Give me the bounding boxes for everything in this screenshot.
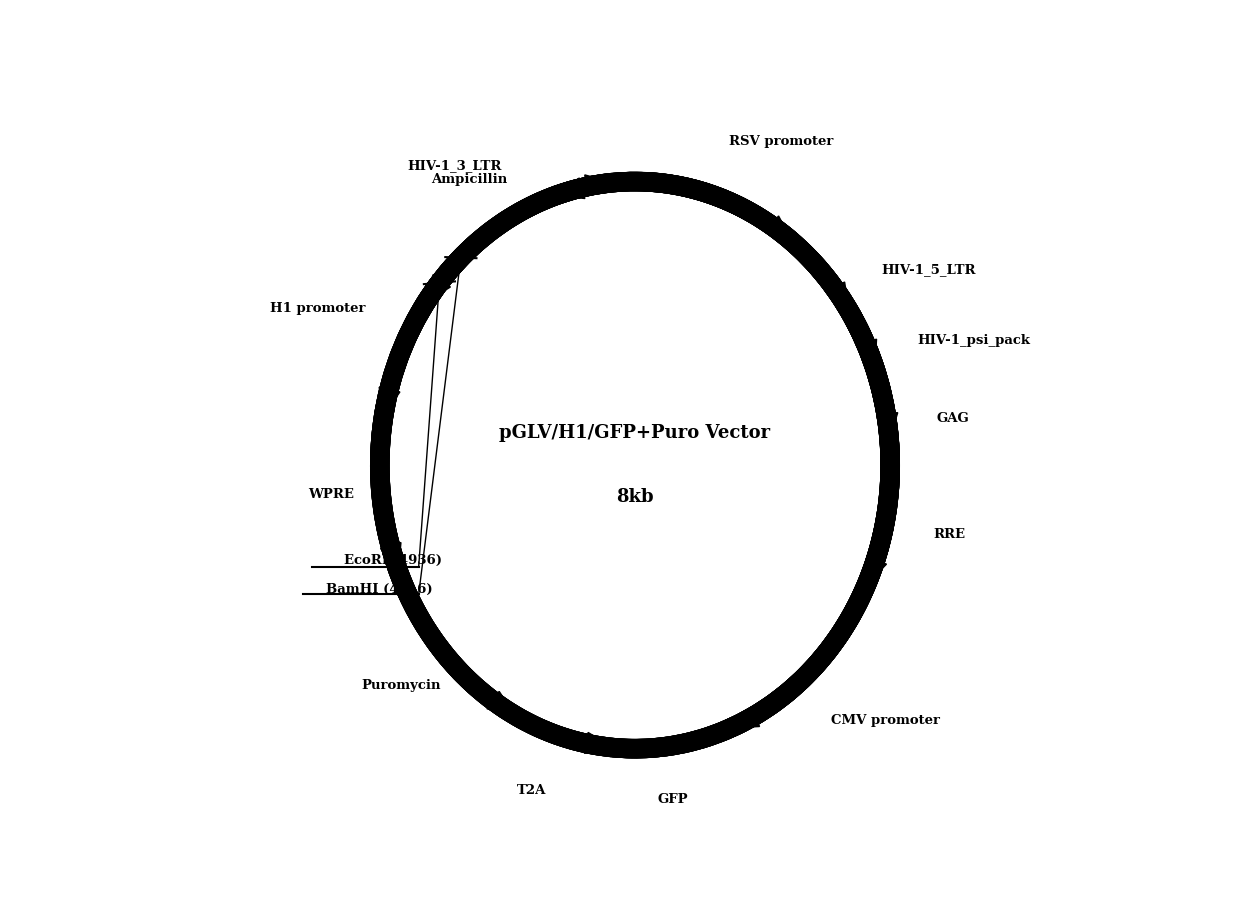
Text: Ampicillin: Ampicillin [431,172,507,185]
Text: HIV-1_psi_pack: HIV-1_psi_pack [918,333,1031,346]
Text: BamHI (4916): BamHI (4916) [327,583,434,596]
Text: EcoRI (4936): EcoRI (4936) [344,554,442,567]
Text: Puromycin: Puromycin [362,680,441,693]
Polygon shape [380,542,401,571]
Text: GAG: GAG [937,413,970,426]
Polygon shape [764,216,792,241]
Text: WPRE: WPRE [307,488,353,501]
Text: 8kb: 8kb [616,488,654,506]
Text: CMV promoter: CMV promoter [831,714,940,727]
Polygon shape [585,732,613,753]
Polygon shape [856,339,876,368]
Text: H1 promoter: H1 promoter [270,302,366,315]
Polygon shape [556,178,585,199]
Polygon shape [487,692,515,716]
Polygon shape [866,556,886,585]
Polygon shape [731,707,760,729]
Text: RSV promoter: RSV promoter [730,135,834,148]
Text: HIV-1_3_LTR: HIV-1_3_LTR [406,159,502,172]
Polygon shape [379,387,400,416]
Polygon shape [426,274,451,302]
Polygon shape [585,175,613,196]
Text: HIV-1_5_LTR: HIV-1_5_LTR [882,262,976,275]
Text: RRE: RRE [933,528,965,541]
Text: GFP: GFP [658,793,688,807]
Polygon shape [826,282,849,310]
Text: pGLV/H1/GFP+Puro Vector: pGLV/H1/GFP+Puro Vector [499,425,771,442]
Polygon shape [876,413,898,440]
Text: T2A: T2A [517,784,546,797]
